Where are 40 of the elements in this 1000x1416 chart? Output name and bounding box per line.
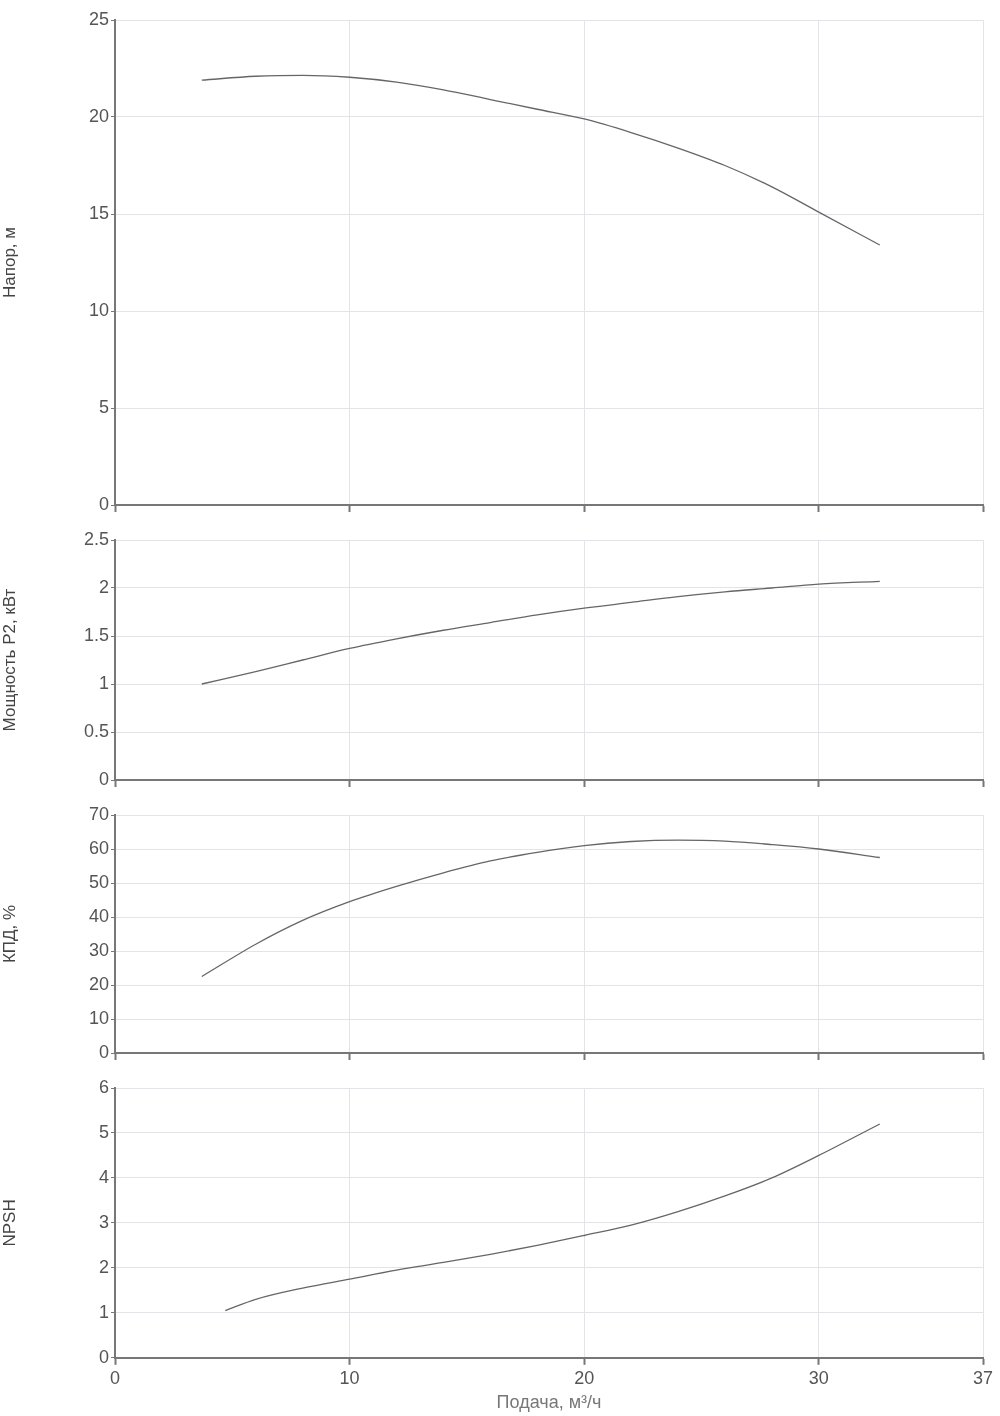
y-tick-label: 50 [88,871,109,892]
x-tick-label: 10 [339,1367,360,1388]
y-tick-label: 1 [98,1301,109,1322]
x-axis-title: Подача, м³/ч [496,1392,602,1413]
y-tick-label: 2 [98,1256,109,1277]
y-tick-label: 3 [98,1211,109,1232]
y-axis-title: Мощность P2, кВт [0,588,19,732]
y-tick-label: 30 [88,939,109,960]
y-tick-label: 6 [98,1076,109,1097]
y-tick-label: 60 [88,837,109,858]
y-tick-label: 70 [88,803,109,824]
y-tick-label: 40 [88,905,109,926]
y-axis-title: NPSH [0,1199,19,1247]
y-tick-label: 20 [88,973,109,994]
y-tick-label: 5 [98,1121,109,1142]
y-tick-label: 0 [98,493,109,514]
y-tick-label: 5 [98,396,109,417]
x-tick-label: 20 [574,1367,595,1388]
line-series [201,74,881,246]
line-series [201,580,881,685]
x-tick-label: 37 [972,1367,994,1388]
x-tick-label: 30 [808,1367,829,1388]
y-tick-label: 10 [88,299,109,320]
y-tick-label: 25 [88,8,109,29]
line-series [224,1123,881,1312]
line-series [201,839,881,978]
y-tick-label: 0 [98,1346,109,1367]
y-tick-label: 15 [88,202,109,223]
y-tick-label: 4 [98,1166,109,1187]
y-tick-label: 10 [88,1007,109,1028]
y-tick-label: 0.5 [83,720,109,741]
y-tick-label: 20 [88,105,109,126]
y-tick-label: 0 [98,1041,109,1062]
y-tick-label: 1 [98,672,109,693]
y-tick-label: 1.5 [83,624,109,645]
y-tick-label: 2 [98,576,109,597]
y-axis-title: КПД, % [0,904,19,964]
y-tick-label: 2.5 [83,528,109,549]
y-tick-label: 0 [98,768,109,789]
y-axis-title: Напор, м [0,227,19,298]
